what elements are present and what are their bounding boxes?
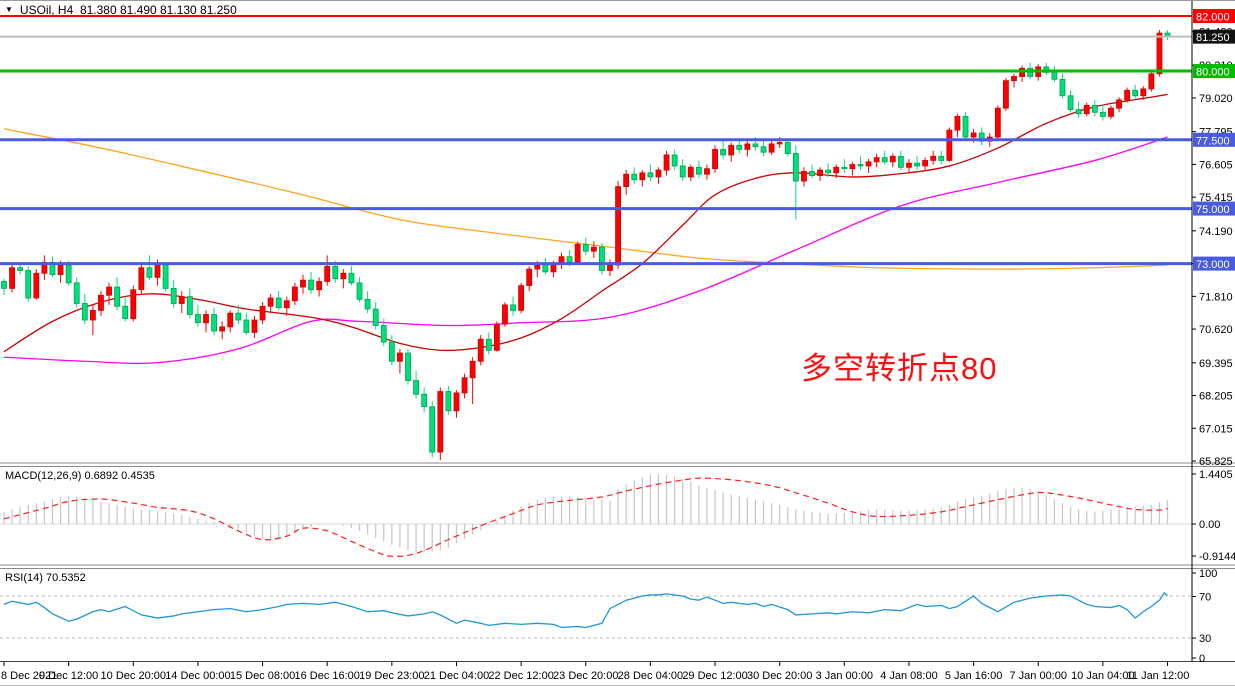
time-tick-label: 30 Dec 20:00 <box>747 670 812 682</box>
time-tick-label: 22 Dec 12:00 <box>488 670 553 682</box>
price-badges: 82.000 80.000 77.500 75.000 73.000 81.250 <box>1193 9 1235 271</box>
rsi-indicator-label: RSI(14) 70.5352 <box>5 572 86 584</box>
time-tick-label: 4 Jan 08:00 <box>880 670 938 682</box>
time-tick-label: 23 Dec 20:00 <box>553 670 618 682</box>
time-tick-label: 14 Dec 00:00 <box>165 670 230 682</box>
macd-tick-label: 0.00 <box>1199 519 1220 531</box>
price-badge-75.000: 75.000 <box>1193 201 1235 216</box>
chart-symbol-period: USOil, H4 <box>19 3 74 17</box>
price-badge-81.250: 81.250 <box>1193 29 1235 44</box>
svg-text:81.250: 81.250 <box>1196 32 1230 44</box>
price-badge-82.000: 82.000 <box>1193 9 1235 24</box>
time-tick-label: 5 Jan 16:00 <box>945 670 1003 682</box>
price-tick-label: 74.190 <box>1199 226 1233 238</box>
svg-text:82.000: 82.000 <box>1196 12 1230 24</box>
time-tick-label: 7 Jan 00:00 <box>1009 670 1067 682</box>
time-tick-label: 29 Dec 12:00 <box>682 670 747 682</box>
price-tick-label: 79.020 <box>1199 93 1233 105</box>
price-tick-label: 71.810 <box>1199 291 1233 303</box>
price-tick-label: 65.825 <box>1199 456 1233 468</box>
ma-mid-magenta-line[interactable] <box>3 136 1168 365</box>
candlestick-series <box>1 30 1171 461</box>
rsi-tick-label: 0 <box>1199 653 1205 665</box>
price-badge-73.000: 73.000 <box>1193 256 1235 271</box>
macd-tick-label: 1.4405 <box>1199 469 1233 481</box>
svg-text:73.000: 73.000 <box>1196 259 1230 271</box>
price-badge-77.500: 77.500 <box>1193 132 1235 147</box>
ma-fast-red-line[interactable] <box>3 93 1168 353</box>
time-tick-label: 15 Dec 08:00 <box>230 670 295 682</box>
rsi-tick-label: 30 <box>1199 633 1211 645</box>
price-tick-label: 68.205 <box>1199 391 1233 403</box>
time-tick-label: 21 Dec 04:00 <box>424 670 489 682</box>
chart-expand-arrow-icon[interactable]: ▼ <box>5 5 13 14</box>
panel-separators <box>0 462 1235 686</box>
price-tick-label: 69.395 <box>1199 358 1233 370</box>
macd-histogram <box>3 474 1169 553</box>
price-tick-label: 70.620 <box>1199 324 1233 336</box>
chart-title: ▼ USOil, H4 81.380 81.490 81.130 81.250 <box>5 3 237 17</box>
svg-text:75.000: 75.000 <box>1196 204 1230 216</box>
rsi-tick-label: 70 <box>1199 592 1211 604</box>
price-tick-label: 75.415 <box>1199 192 1233 204</box>
macd-indicator-label: MACD(12,26,9) 0.6892 0.4535 <box>5 470 155 482</box>
svg-text:80.000: 80.000 <box>1196 67 1230 79</box>
price-tick-label: 76.605 <box>1199 159 1233 171</box>
time-tick-label: 9 Dec 12:00 <box>39 670 98 682</box>
time-tick-label: 11 Jan 12:00 <box>1127 670 1190 682</box>
time-tick-label: 28 Dec 04:00 <box>618 670 683 682</box>
ma-slow-orange-line[interactable] <box>3 128 1168 270</box>
time-tick-label: 3 Jan 00:00 <box>816 670 874 682</box>
time-tick-label: 16 Dec 16:00 <box>294 670 359 682</box>
macd-tick-label: -0.9144 <box>1199 551 1235 563</box>
annotation-text-object[interactable]: 多空转折点80 <box>801 351 998 386</box>
rsi-tick-label: 100 <box>1199 568 1217 580</box>
svg-text:77.500: 77.500 <box>1196 135 1230 147</box>
time-tick-label: 19 Dec 23:00 <box>359 670 424 682</box>
rsi-line <box>3 591 1168 629</box>
chart-ohlc-values: 81.380 81.490 81.130 81.250 <box>79 3 237 17</box>
time-tick-label: 10 Jan 04:00 <box>1071 670 1135 682</box>
time-tick-label: 8 Dec 2021 <box>1 670 57 682</box>
price-badge-80.000: 80.000 <box>1193 64 1235 79</box>
time-tick-label: 10 Dec 20:00 <box>101 670 166 682</box>
price-tick-label: 67.015 <box>1199 423 1233 435</box>
